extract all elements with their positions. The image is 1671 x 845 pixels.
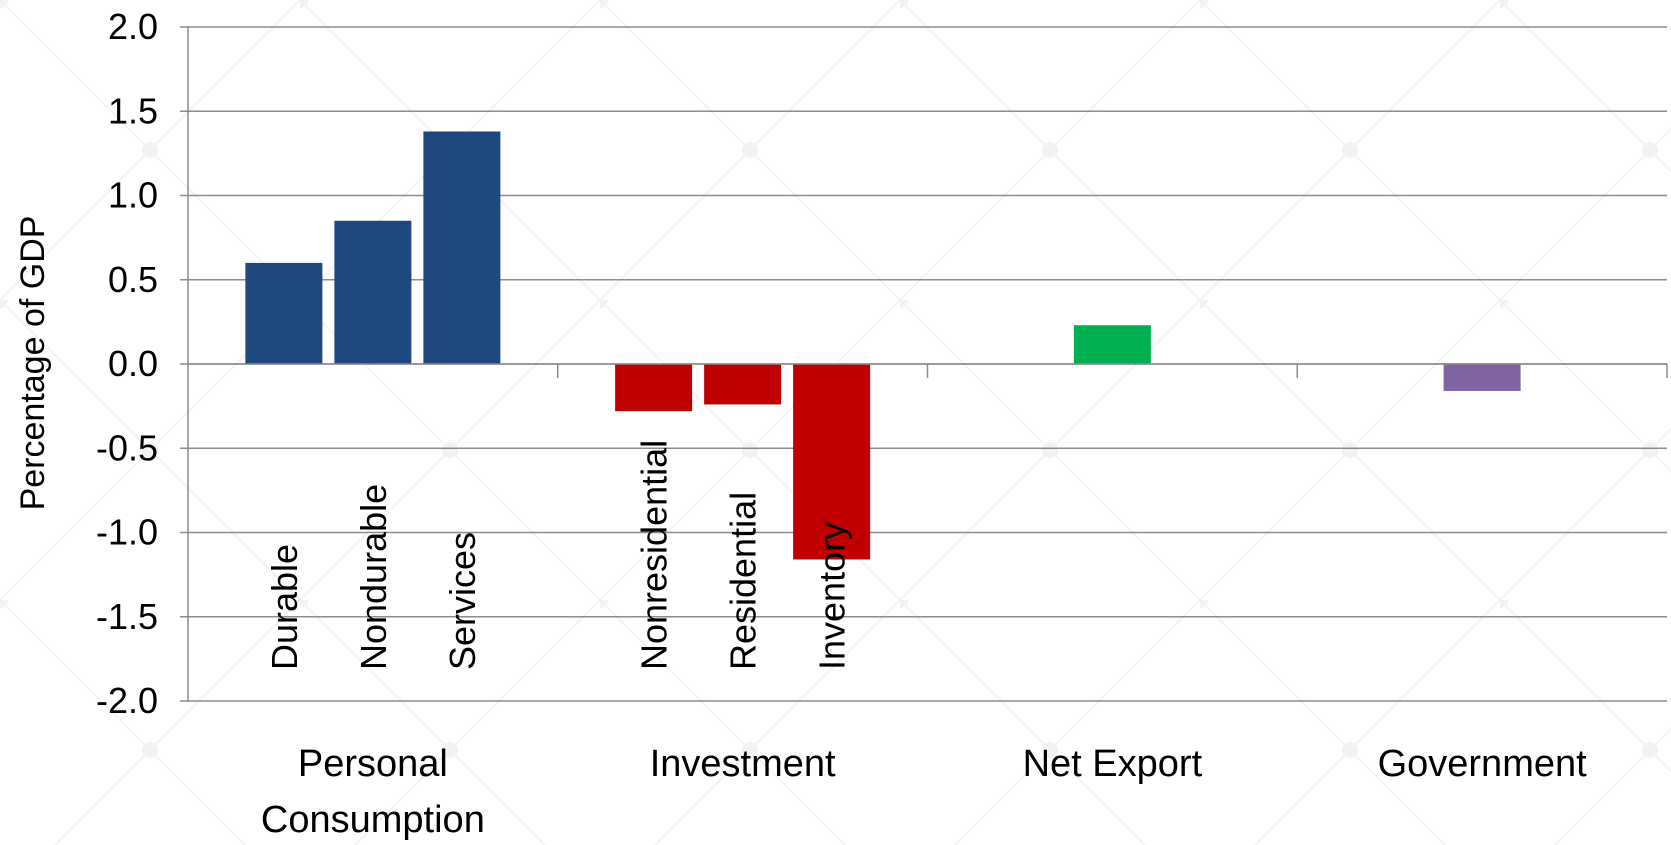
bars xyxy=(245,131,1521,560)
y-tick-label: 1.5 xyxy=(108,90,158,131)
bar-label: Nondurable xyxy=(353,484,394,670)
bar xyxy=(334,220,412,364)
category-label: Investment xyxy=(650,743,836,785)
bar-label: Durable xyxy=(264,544,305,670)
bar xyxy=(423,131,501,364)
bar-label: Services xyxy=(442,532,483,670)
y-tick-label: -2.0 xyxy=(96,680,158,721)
bar xyxy=(1073,325,1151,364)
axes xyxy=(180,26,1668,702)
bar-label: Residential xyxy=(723,492,764,670)
bar xyxy=(245,262,323,364)
category-label: Government xyxy=(1378,743,1588,785)
category-label: Consumption xyxy=(261,799,485,841)
labels: 2.0 1.5 1.0 0.5 0.0 -0.5 -1.0 -1.5 -2.0 Durable No… xyxy=(96,6,1587,841)
y-tick-label: 0.5 xyxy=(108,259,158,300)
y-tick-label: -0.5 xyxy=(96,427,158,468)
y-tick-label: -1.5 xyxy=(96,596,158,637)
bar xyxy=(793,364,871,560)
category-label: Personal xyxy=(298,743,448,785)
category-label: Net Export xyxy=(1023,743,1203,785)
y-tick-label: 2.0 xyxy=(108,6,158,47)
bar-label: Nonresidential xyxy=(634,440,675,670)
bar-label: Inventory xyxy=(812,522,853,670)
bar xyxy=(704,364,782,405)
y-tick-label: 0.0 xyxy=(108,343,158,384)
y-tick-label: -1.0 xyxy=(96,512,158,553)
y-axis-title: Percentage of GDP xyxy=(14,216,52,511)
y-tick-label: 1.0 xyxy=(108,175,158,216)
bar xyxy=(1443,364,1521,391)
bar xyxy=(615,364,693,412)
